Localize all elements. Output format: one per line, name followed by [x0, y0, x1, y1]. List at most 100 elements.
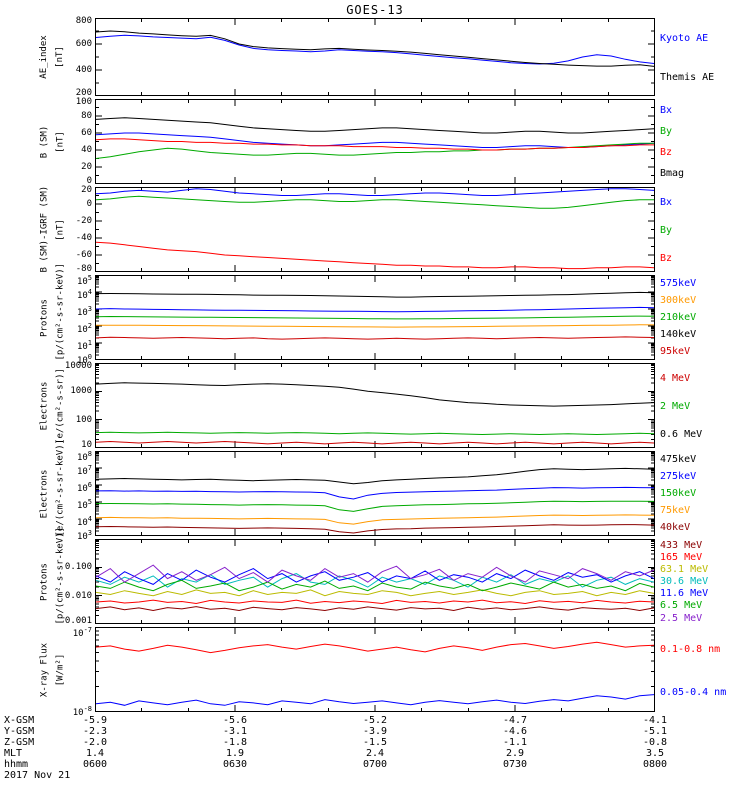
ytick-label-electrons-mev: 1000	[70, 386, 92, 397]
panel-electrons-kev	[95, 451, 655, 536]
legend-bx: Bx	[660, 104, 673, 116]
ytick-label-protons-mev: 0.001	[64, 616, 92, 626]
legend-165-mev: 165 MeV	[660, 551, 703, 563]
ytick-label-electrons-kev: 105	[76, 498, 92, 511]
y-axis-label-xray-flux-line2: [W/m²]	[55, 653, 65, 686]
ytick-label-b-sm: 80	[81, 111, 92, 121]
ytick-label-b-sm-igrf: -60	[75, 250, 92, 260]
ytick-label-b-sm: 40	[81, 145, 92, 155]
ytick-label-b-sm: 20	[81, 162, 92, 172]
ytick-label-electrons-kev: 107	[76, 464, 92, 477]
legend-210kev: 210keV	[660, 312, 697, 324]
legend-150kev: 150keV	[660, 488, 697, 500]
ephemeris-value-z-gsm-1: -1.8	[222, 737, 248, 748]
series-line-575kev	[95, 306, 655, 313]
series-line-bz	[95, 138, 654, 151]
legend-2-5-mev: 2.5 MeV	[660, 612, 703, 624]
y-axis-label-xray-flux-line1: X-ray Flux	[39, 642, 49, 697]
ytick-label-b-sm-igrf: -20	[75, 216, 92, 226]
legend-300kev: 300keV	[660, 295, 697, 307]
series-line-by	[95, 195, 654, 209]
legend-bmag: Bmag	[660, 168, 685, 180]
ytick-label-b-sm-igrf: -80	[75, 264, 92, 274]
legend-4-mev: 4 MeV	[660, 372, 691, 384]
legend-bz: Bz	[660, 147, 673, 159]
legend-11-6-mev: 11.6 MeV	[660, 588, 709, 600]
legend-30-6-mev: 30.6 MeV	[660, 576, 709, 588]
time-tick-label-1: 0630	[222, 759, 248, 770]
ephemeris-value-mlt-0: 1.4	[85, 748, 105, 759]
legend-bx: Bx	[660, 196, 673, 208]
ytick-label-b-sm-igrf: 0	[86, 199, 92, 209]
series-line-63-1-mev	[95, 589, 655, 597]
series-line-75kev	[95, 514, 655, 525]
panel-electrons-mev	[95, 363, 655, 448]
ytick-label-protons-kev: 105	[76, 274, 92, 287]
panel-b-sm-igrf	[95, 187, 655, 272]
ytick-label-protons-kev: 100	[76, 353, 92, 366]
time-tick-label-4: 0800	[642, 759, 668, 770]
ytick-label-electrons-kev: 104	[76, 515, 92, 528]
legend-6-5-mev: 6.5 MeV	[660, 600, 703, 612]
y-axis-label-ae-index-line1: AE_index	[39, 35, 49, 79]
ephemeris-value-x-gsm-3: -4.7	[502, 715, 528, 726]
legend-275kev: 275keV	[660, 471, 697, 483]
ytick-label-b-sm: 60	[81, 128, 92, 138]
series-line-165-mev	[95, 599, 655, 605]
series-line-themis-ae	[95, 30, 655, 67]
series-line-2-mev	[95, 431, 655, 436]
time-row-label: hhmm	[4, 759, 29, 770]
ephemeris-value-y-gsm-4: -5.1	[642, 726, 668, 737]
panel-b-sm	[95, 99, 655, 184]
ytick-label-protons-mev: 0.100	[64, 562, 92, 573]
panel-protons-mev	[95, 539, 655, 624]
ephemeris-value-x-gsm-1: -5.6	[222, 715, 248, 726]
legend-themis-ae: Themis AE	[660, 72, 715, 84]
ytick-label-protons-kev: 103	[76, 305, 92, 318]
legend-40kev: 40keV	[660, 522, 691, 534]
series-line-140kev	[95, 291, 655, 298]
ytick-label-ae-index: 200	[75, 88, 92, 98]
ephemeris-value-y-gsm-3: -4.6	[502, 726, 528, 737]
series-line-0-05-0-4-nm	[95, 694, 655, 706]
series-line-150kev	[95, 500, 655, 512]
ephemeris-value-z-gsm-2: -1.5	[362, 737, 388, 748]
legend-575kev: 575keV	[660, 278, 697, 290]
ytick-label-electrons-kev: 103	[76, 529, 92, 542]
legend-0-05-0-4-nm: 0.05-0.4 nm	[660, 686, 727, 698]
ephemeris-value-y-gsm-2: -3.9	[362, 726, 388, 737]
legend-2-mev: 2 MeV	[660, 400, 691, 412]
ytick-label-protons-kev: 104	[76, 288, 92, 301]
series-line-433-mev	[95, 606, 655, 612]
ytick-label-ae-index: 400	[75, 65, 92, 75]
ephemeris-value-mlt-1: 1.9	[225, 748, 245, 759]
ytick-label-b-sm-igrf: 20	[81, 185, 92, 195]
series-line-475kev	[95, 467, 655, 485]
series-line-275kev	[95, 486, 655, 500]
ephemeris-value-z-gsm-0: -2.0	[82, 737, 108, 748]
y-axis-label-ae-index-line2: [nT]	[55, 46, 65, 68]
panel-protons-kev	[95, 275, 655, 360]
legend-0-1-0-8-nm: 0.1-0.8 nm	[660, 644, 721, 656]
ytick-label-b-sm-igrf: -40	[75, 233, 92, 243]
ytick-label-protons-mev: 0.010	[64, 590, 92, 601]
ephemeris-value-mlt-3: 2.9	[505, 748, 525, 759]
ytick-label-ae-index: 600	[75, 39, 92, 49]
legend-433-mev: 433 MeV	[660, 539, 703, 551]
series-line-0-6-mev	[95, 382, 655, 407]
time-tick-label-3: 0730	[502, 759, 528, 770]
y-axis-label-electrons-mev-line1: Electrons	[39, 381, 49, 430]
y-axis-label-b-sm-igrf-line1: B (SM)-IGRF (SM)	[39, 185, 49, 272]
ytick-label-electrons-mev: 10	[81, 440, 92, 450]
legend-bz: Bz	[660, 253, 673, 265]
y-axis-label-b-sm-line1: B (SM)	[39, 125, 49, 158]
series-line-2-5-mev	[95, 564, 655, 583]
series-line-bz	[95, 241, 655, 270]
time-tick-label-0: 0600	[82, 759, 108, 770]
y-axis-label-b-sm-line2: [nT]	[55, 130, 65, 153]
ephemeris-value-y-gsm-1: -3.1	[222, 726, 248, 737]
legend-by: By	[660, 125, 673, 137]
ephemeris-value-mlt-4: 3.5	[645, 748, 665, 759]
legend-0-6-mev: 0.6 MeV	[660, 429, 703, 441]
